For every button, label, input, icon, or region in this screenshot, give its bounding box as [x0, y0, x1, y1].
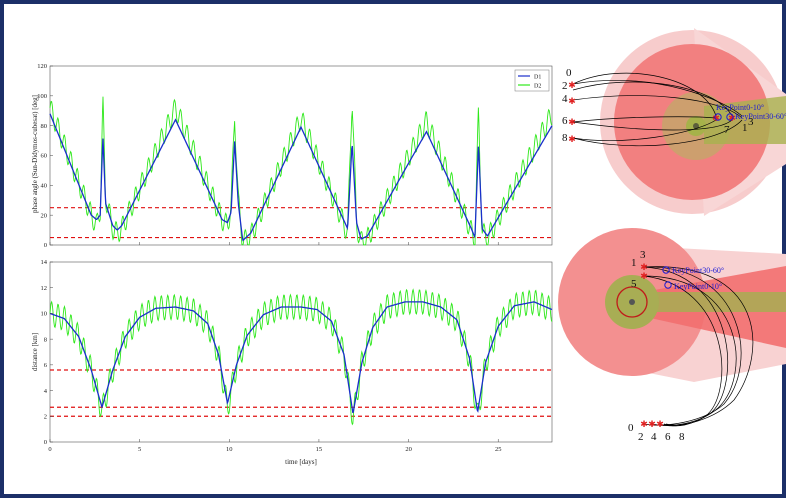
distance-ticks: 0 2 4 6 8 10 12 14 0 5 10 15 20 25 [41, 259, 502, 453]
point-label-8: 8 [562, 132, 568, 144]
phase-angle-y-tick-label: 40 [41, 183, 48, 190]
point-label-0: 0 [628, 422, 634, 434]
distance-series-d2 [49, 288, 553, 426]
point-label-1: 1 [742, 122, 748, 134]
trajectory-line [572, 95, 743, 119]
legend-label-d1: D1 [534, 75, 541, 81]
trajectory-line [572, 119, 717, 141]
distance-x-tick-label: 0 [48, 446, 51, 453]
point-label-7: 7 [724, 124, 730, 136]
distance-y-tick-label: 6 [44, 362, 48, 369]
waypoint-markers-top: ✱ ✱ ✱ ✱ ✱ ✱ [568, 80, 736, 144]
distance-x-tick-label: 20 [405, 446, 412, 453]
distance-y-tick-label: 14 [41, 259, 48, 266]
phase-angle-y-tick-label: 60 [41, 153, 48, 160]
phase-angle-series [49, 96, 553, 246]
point-label-0: 0 [566, 67, 572, 79]
waypoint-markers-bottom: ✱ ✱ ✱ ✱ ✱ [640, 262, 664, 429]
keypoint-marker [726, 113, 734, 121]
waypoint-star: ✱ [728, 113, 736, 123]
keypoint-label-30-60: KeyPoint30-60° [672, 266, 724, 275]
waypoint-star: ✱ [640, 271, 648, 281]
distance-x-tick-label: 10 [226, 446, 233, 453]
distance-series [49, 288, 553, 426]
distance-plot-area [49, 261, 553, 443]
trajectory-line [643, 266, 742, 426]
point-label-4: 4 [651, 431, 657, 443]
point-label-6: 6 [665, 431, 671, 443]
waypoint-star: ✱ [640, 262, 648, 272]
trajectory-line [572, 80, 743, 117]
waypoint-star: ✱ [640, 419, 648, 429]
phase-angle-legend: D1 D2 [514, 69, 550, 92]
phase-angle-ticks: 0 20 40 60 80 100 120 [37, 63, 499, 249]
trajectory-line [643, 275, 723, 427]
trajectory-line [643, 266, 754, 426]
phase-angle-chart: 0 20 40 60 80 100 120 phase angle (Sun-Didymos… [31, 63, 553, 249]
point-label-8: 8 [679, 431, 685, 443]
distance-x-tick-label: 15 [316, 446, 323, 453]
trajectories-bottom [643, 266, 754, 427]
sun-cone [632, 292, 786, 312]
distance-y-tick-label: 4 [44, 388, 48, 395]
trajectories-top [572, 72, 743, 147]
waypoint-star: ✱ [656, 419, 664, 429]
legend-box [514, 69, 550, 92]
keypoint-label-30-60: KeyPoint30-60° [735, 112, 786, 121]
distance-x-tick-label: 5 [138, 446, 141, 453]
point-label-6: 6 [562, 115, 568, 127]
keypoint-marker [664, 281, 672, 289]
waypoint-star: ✱ [648, 419, 656, 429]
distance-x-tick-label: 25 [495, 446, 502, 453]
trajectory-line [572, 116, 717, 123]
waypoint-star: ✱ [712, 113, 720, 123]
distance-y-label: distance [km] [31, 333, 39, 371]
phase-angle-series-d2 [49, 96, 553, 246]
trajectory-line [572, 119, 733, 131]
trajectory-line [572, 81, 733, 117]
phase-angle-y-tick-label: 20 [41, 212, 48, 219]
waypoint-star: ✱ [568, 117, 576, 127]
distance-y-tick-label: 10 [41, 311, 48, 318]
distance-chart: 0 2 4 6 8 10 12 14 0 5 10 15 20 25 distance [km] time… [31, 259, 553, 466]
distance-y-tick-label: 12 [41, 285, 48, 292]
point-label-3: 3 [640, 249, 646, 261]
point-label-5: 5 [631, 278, 637, 290]
distance-y-tick-label: 8 [44, 336, 47, 343]
phase-angle-plot-area [49, 65, 553, 246]
threshold-circle [616, 286, 648, 318]
point-label-4: 4 [562, 93, 568, 105]
waypoint-star: ✱ [568, 134, 576, 144]
point-label-1: 1 [631, 257, 637, 269]
trajectory-line [572, 119, 743, 147]
phase-angle-y-tick-label: 80 [41, 123, 48, 130]
keypoint-label-0-10: KeyPoint0-10° [716, 103, 764, 112]
keypoint-label-0-10: KeyPoint0-10° [674, 282, 722, 291]
waypoint-star: ✱ [568, 80, 576, 90]
distance-y-tick-label: 0 [44, 439, 47, 446]
phase-angle-y-label: phase angle (Sun-Didymos-cubesat) [deg] [31, 95, 39, 213]
keypoint-marker [714, 113, 722, 121]
distance-y-tick-label: 2 [44, 413, 47, 420]
phase-angle-series-d1 [49, 113, 553, 242]
point-label-3: 3 [748, 116, 754, 128]
waypoint-star: ✱ [568, 96, 576, 106]
asteroid-center [693, 123, 699, 129]
point-label-2: 2 [638, 431, 644, 443]
distance-x-label: time [days] [285, 458, 317, 466]
distance-series-d1 [49, 301, 553, 414]
keypoint-marker [662, 266, 670, 274]
legend-label-d2: D2 [534, 84, 541, 90]
asteroid-center [629, 299, 635, 305]
phase-angle-y-tick-label: 120 [37, 63, 47, 70]
approach-diagram-bottom: ✱ ✱ ✱ ✱ ✱ 1 3 5 0 2 4 6 8 KeyPoint30-60°… [558, 228, 786, 443]
phase-angle-y-tick-label: 0 [44, 242, 47, 249]
approach-diagram-top: ✱ ✱ ✱ ✱ ✱ ✱ 0 2 4 6 8 7 1 3 KeyPoint0-10… [562, 28, 786, 216]
phase-angle-y-tick-label: 100 [37, 93, 47, 100]
point-label-2: 2 [562, 80, 568, 92]
